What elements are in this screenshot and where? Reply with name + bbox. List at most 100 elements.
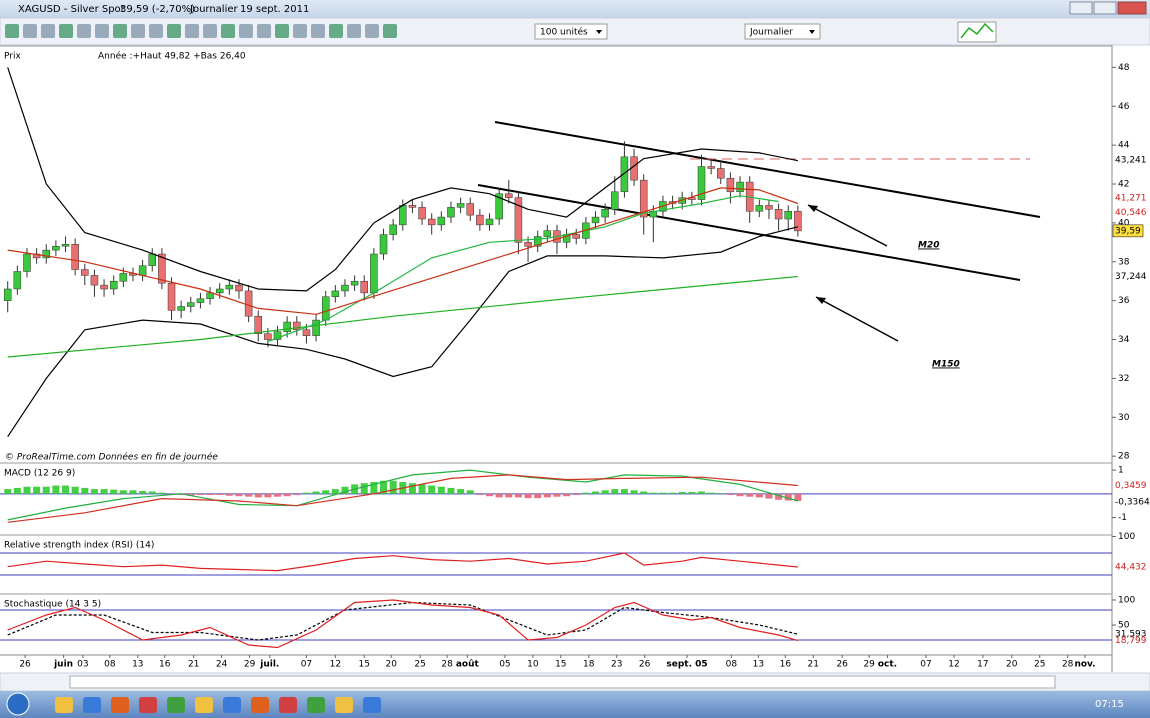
dropdown-arrow — [596, 30, 602, 34]
candle-body — [591, 216, 600, 224]
arrow — [815, 296, 899, 342]
tool-icon — [41, 24, 55, 38]
histogram-bar — [543, 493, 551, 498]
x-tick-label: 16 — [159, 660, 171, 670]
candle-body — [572, 234, 580, 239]
annotation: M150 — [932, 360, 960, 370]
panel-label: Relative strength index (RSI) (14) — [4, 541, 154, 551]
last-price-box — [1112, 224, 1144, 238]
histogram-bar — [736, 493, 744, 497]
y-tick-label: 42 — [1118, 180, 1129, 190]
candle-body — [42, 249, 51, 259]
x-tick-label: 13 — [753, 660, 764, 670]
window-period: Journalier — [189, 4, 239, 15]
close-button[interactable] — [1117, 1, 1147, 15]
histogram-bar — [42, 486, 50, 494]
clock: 07:15 — [1095, 699, 1124, 710]
candle-body — [293, 321, 301, 331]
arrow — [807, 204, 888, 247]
x-tick-label: 21 — [808, 660, 819, 670]
x-tick-label: sept. 05 — [666, 660, 707, 670]
candle-body — [514, 197, 523, 243]
candle-body — [273, 331, 282, 340]
histogram-bar — [341, 486, 349, 494]
x-tick-label: 28 — [1062, 660, 1074, 670]
histogram-bar — [717, 493, 725, 494]
histogram-bar — [572, 493, 580, 496]
task-icon — [223, 697, 241, 713]
candle-body — [418, 207, 426, 220]
histogram-bar — [206, 493, 214, 496]
candle-body — [90, 275, 99, 286]
histogram-bar — [139, 491, 147, 494]
x-tick-label: 17 — [977, 660, 988, 670]
task-icon — [195, 697, 213, 713]
candle-body — [408, 205, 417, 208]
histogram-bar — [707, 492, 715, 494]
minimize-button[interactable] — [1069, 1, 1093, 15]
x-tick-label: 08 — [104, 660, 116, 670]
candle-body — [784, 210, 792, 220]
histogram-bar — [360, 483, 368, 494]
indicator-line — [7, 552, 798, 572]
y-tick-label: 50 — [1118, 621, 1130, 631]
units-value: 100 unités — [540, 27, 588, 38]
x-tick-label: 23 — [611, 660, 622, 670]
candle-body — [23, 253, 31, 272]
histogram-bar — [495, 493, 503, 498]
histogram-bar — [437, 486, 445, 494]
candle-body — [485, 218, 494, 226]
x-tick-label: juil. — [259, 660, 279, 670]
indicator-line — [7, 226, 799, 438]
units-dropdown[interactable] — [534, 23, 608, 40]
annotation: M20 — [918, 241, 939, 251]
scrollbar[interactable] — [69, 675, 1056, 689]
last-value-label: 39,59 — [1115, 226, 1141, 236]
y-tick-label: 36 — [1118, 296, 1130, 306]
candle-body — [52, 245, 60, 251]
timeframe-dropdown[interactable] — [744, 23, 821, 40]
histogram-bar — [408, 483, 416, 494]
candle-body — [447, 207, 455, 218]
histogram-bar — [755, 493, 763, 498]
start-button[interactable] — [6, 692, 30, 716]
taskbar — [0, 691, 1150, 718]
candle-body — [312, 319, 320, 336]
indicator-line — [7, 601, 799, 641]
candle-body — [302, 329, 311, 336]
candle-body — [100, 284, 108, 290]
candle-body — [109, 280, 118, 290]
price-info: Année :+Haut 49,82 +Bas 26,40 — [98, 51, 246, 62]
tool-icon — [149, 24, 163, 38]
histogram-bar — [33, 486, 41, 494]
candle-body — [755, 205, 764, 212]
task-icon — [251, 697, 269, 713]
task-icon — [363, 697, 381, 713]
arrow-head — [816, 297, 826, 304]
x-tick-label: 07 — [920, 660, 931, 670]
histogram-bar — [283, 493, 291, 497]
x-tick-label: 26 — [639, 660, 651, 670]
candle-body — [138, 265, 147, 276]
histogram-bar — [794, 493, 802, 501]
indicator-button[interactable] — [957, 21, 997, 43]
title-bar — [0, 0, 1150, 18]
candle-body — [206, 292, 214, 299]
histogram-bar — [649, 492, 657, 494]
histogram-bar — [418, 484, 426, 494]
maximize-button[interactable] — [1093, 1, 1117, 15]
tool-icon — [275, 24, 289, 38]
histogram-bar — [592, 491, 600, 494]
x-tick-label: 16 — [780, 660, 792, 670]
x-tick-label: 15 — [359, 660, 370, 670]
histogram-bar — [380, 480, 388, 494]
x-tick-label: juin — [53, 660, 73, 670]
candle-body — [177, 306, 185, 311]
histogram-bar — [389, 480, 397, 494]
y-tick-label: 32 — [1118, 374, 1129, 384]
histogram-bar — [235, 493, 243, 497]
x-tick-label: 20 — [385, 660, 397, 670]
histogram-bar — [312, 491, 320, 494]
tool-icon — [239, 24, 253, 38]
last-value-label: 31,593 — [1115, 630, 1147, 640]
